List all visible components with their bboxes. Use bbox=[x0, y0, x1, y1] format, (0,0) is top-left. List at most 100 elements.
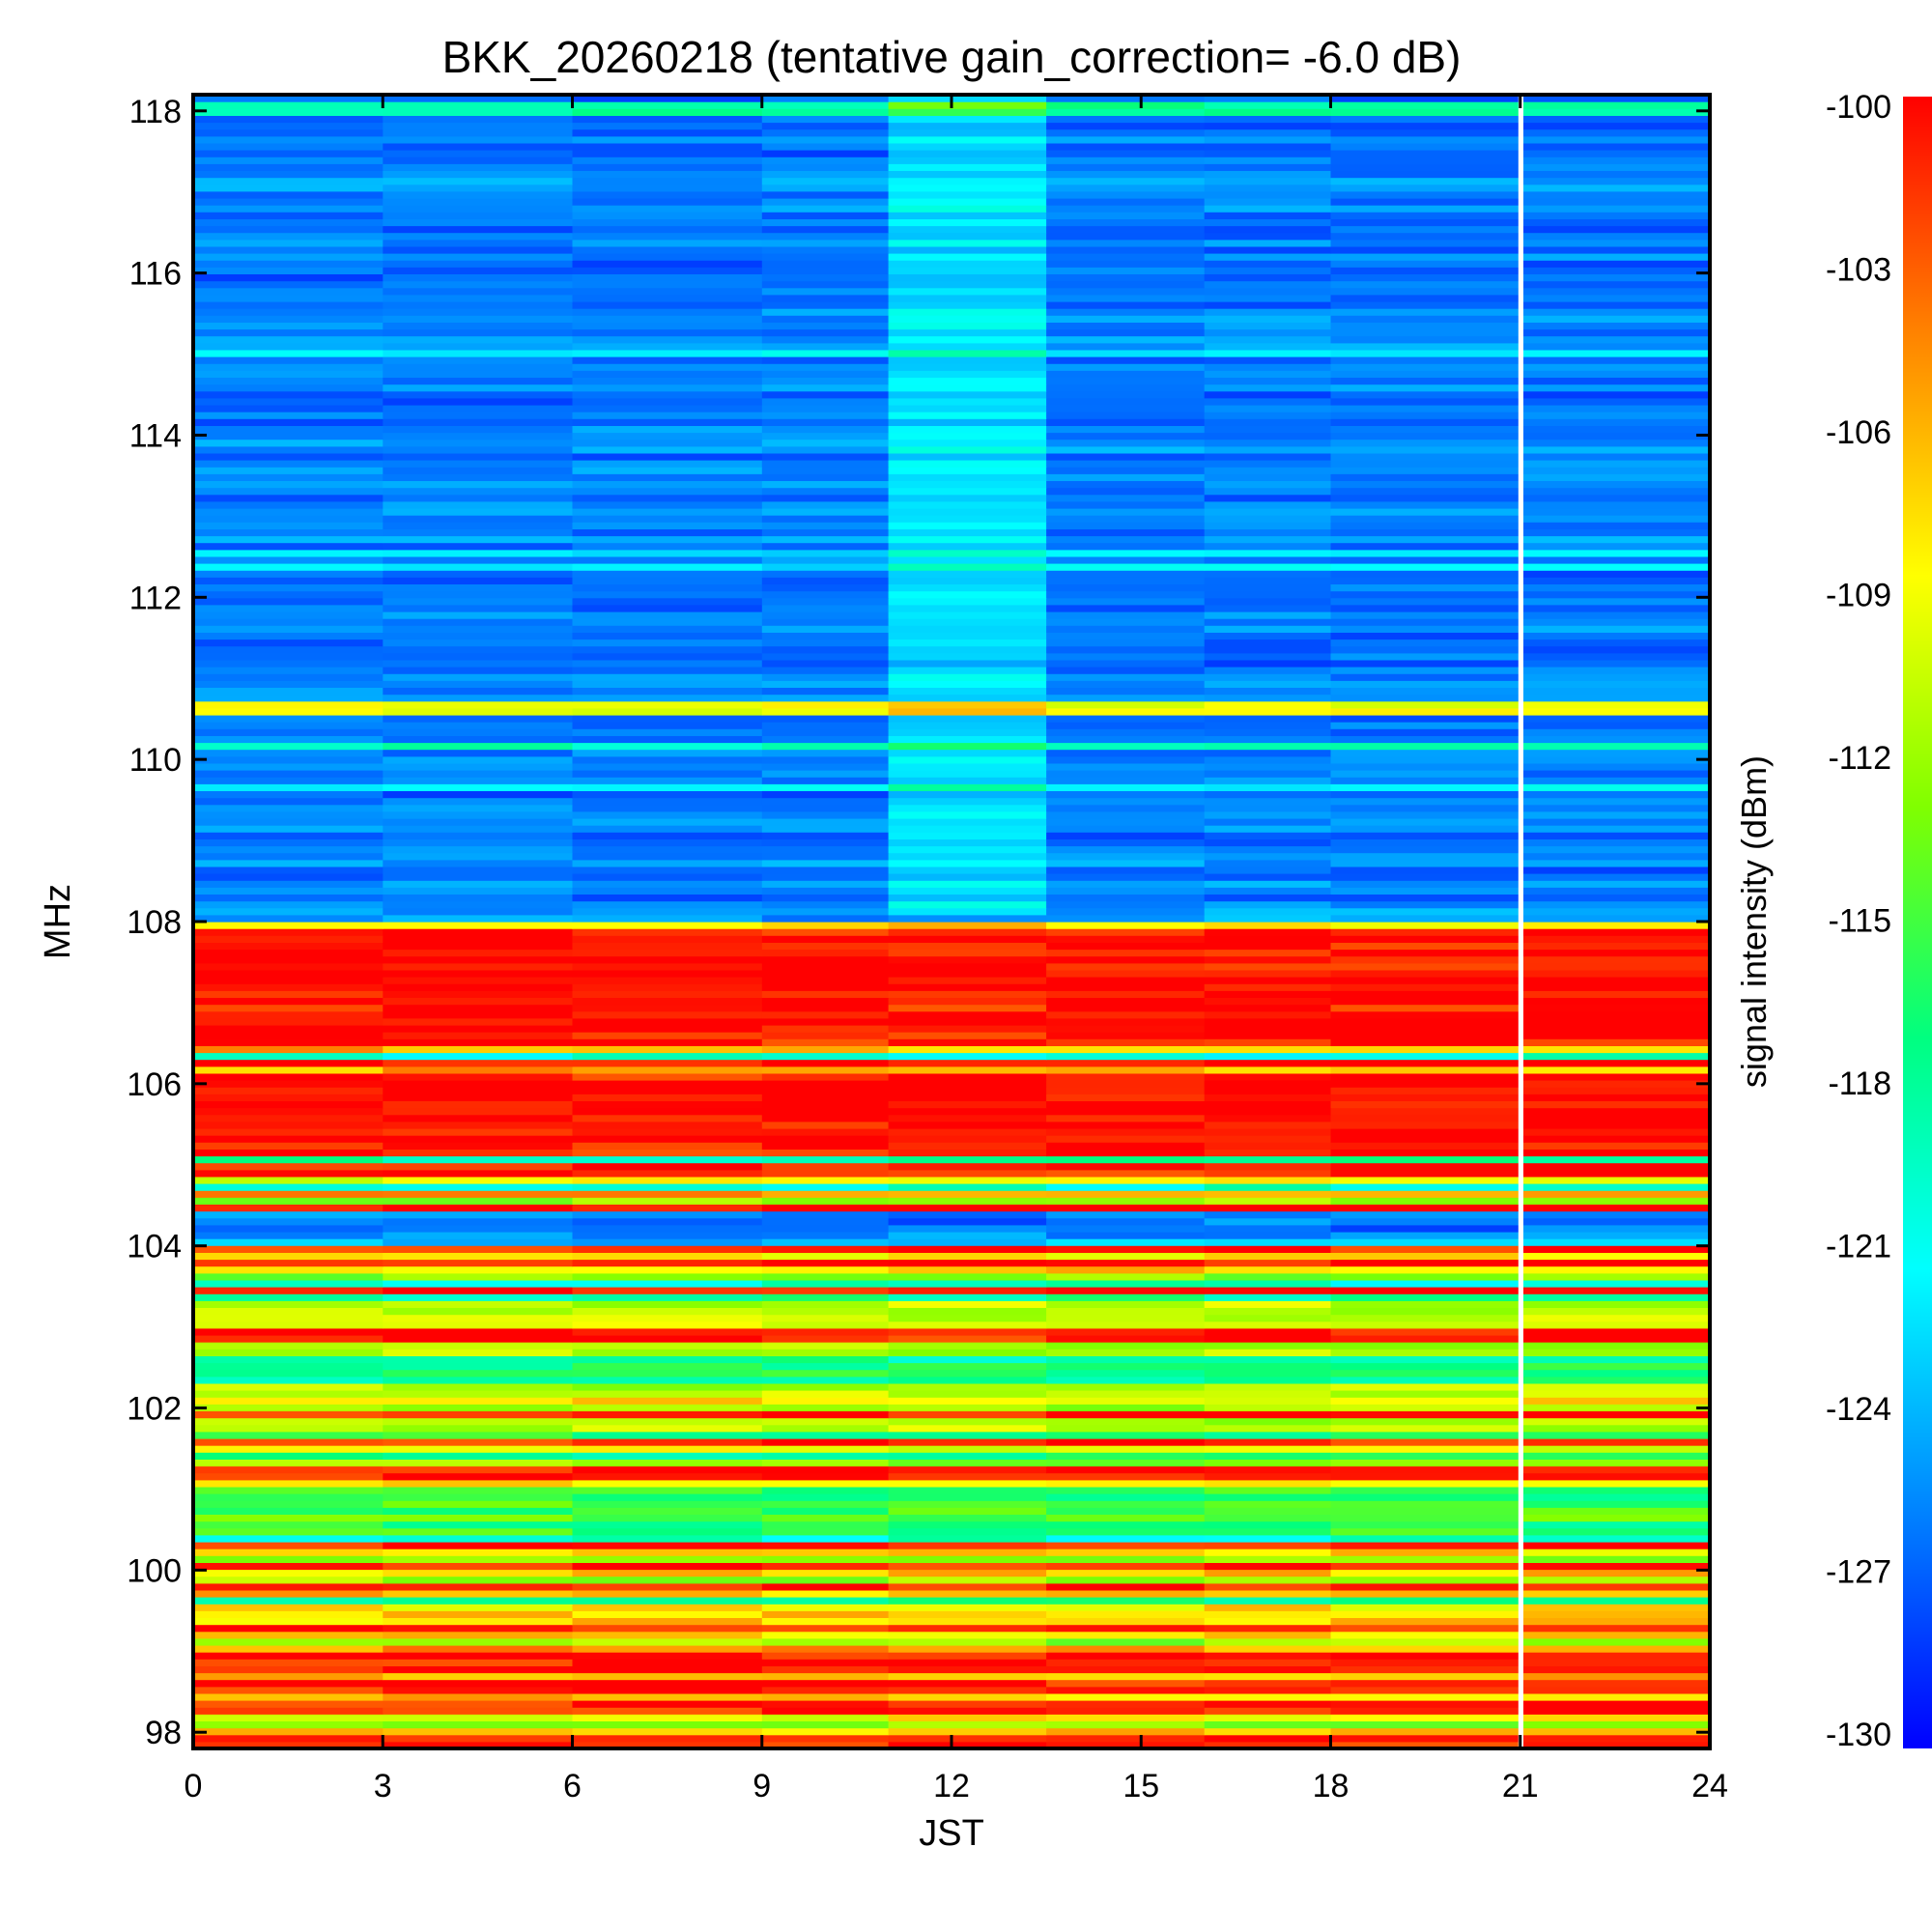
heatmap-cell bbox=[888, 1327, 1047, 1336]
heatmap-cell bbox=[888, 1486, 1047, 1494]
heatmap-cell bbox=[1046, 1582, 1206, 1591]
heatmap-cell bbox=[1046, 335, 1206, 344]
heatmap-cell bbox=[1204, 322, 1332, 330]
heatmap-cell bbox=[1046, 508, 1206, 516]
heatmap-cell bbox=[383, 907, 574, 916]
heatmap-cell bbox=[1046, 1507, 1206, 1515]
heatmap-cell bbox=[761, 1072, 890, 1081]
heatmap-cell bbox=[1330, 1114, 1521, 1122]
heatmap-cell bbox=[888, 577, 1047, 584]
heatmap-cell bbox=[1523, 397, 1710, 406]
heatmap-cell bbox=[572, 1631, 763, 1639]
heatmap-cell bbox=[193, 163, 384, 171]
heatmap-cell bbox=[761, 452, 890, 461]
x-tick-label: 3 bbox=[374, 1768, 392, 1804]
heatmap-cell bbox=[1330, 163, 1521, 171]
x-tick-label: 24 bbox=[1691, 1768, 1728, 1804]
heatmap-cell bbox=[761, 928, 890, 936]
heatmap-cell bbox=[193, 142, 384, 151]
heatmap-cell bbox=[1330, 722, 1521, 729]
heatmap-cell bbox=[193, 1569, 384, 1577]
heatmap-cell bbox=[383, 1500, 574, 1508]
heatmap-cell bbox=[572, 1382, 763, 1391]
heatmap-cell bbox=[572, 700, 763, 709]
heatmap-cell bbox=[761, 1004, 890, 1012]
heatmap-cell bbox=[383, 577, 574, 584]
heatmap-cell bbox=[572, 156, 763, 164]
heatmap-cell bbox=[1523, 1686, 1710, 1694]
heatmap-cell bbox=[761, 1183, 890, 1191]
heatmap-cell bbox=[1330, 652, 1521, 661]
heatmap-cell bbox=[1523, 928, 1710, 936]
heatmap-cell bbox=[383, 707, 574, 716]
heatmap-cell bbox=[383, 1652, 574, 1660]
heatmap-cell bbox=[383, 845, 574, 854]
heatmap-cell bbox=[888, 1397, 1047, 1405]
heatmap-cell bbox=[761, 1059, 890, 1067]
heatmap-cell bbox=[1523, 190, 1710, 199]
heatmap-cell bbox=[383, 1404, 574, 1411]
heatmap-cell bbox=[193, 1604, 384, 1611]
heatmap-cell bbox=[1523, 549, 1710, 557]
heatmap-cell bbox=[761, 894, 890, 902]
heatmap-cell bbox=[888, 280, 1047, 289]
heatmap-cell bbox=[1523, 1672, 1710, 1681]
heatmap-cell bbox=[1204, 177, 1332, 185]
heatmap-cell bbox=[193, 1637, 384, 1646]
heatmap-cell bbox=[193, 239, 384, 247]
heatmap-cell bbox=[193, 866, 384, 874]
heatmap-cell bbox=[1523, 942, 1710, 951]
heatmap-cell bbox=[761, 1265, 890, 1274]
heatmap-cell bbox=[1204, 777, 1332, 784]
y-tick-label: 118 bbox=[129, 94, 182, 130]
heatmap-cell bbox=[1330, 845, 1521, 854]
heatmap-cell bbox=[1330, 873, 1521, 881]
heatmap-cell bbox=[1204, 1410, 1332, 1419]
heatmap-cell bbox=[1330, 1032, 1521, 1039]
heatmap-cell bbox=[1046, 590, 1206, 599]
heatmap-cell bbox=[572, 349, 763, 357]
heatmap-cell bbox=[1204, 1217, 1332, 1226]
heatmap-cell bbox=[383, 1321, 574, 1329]
heatmap-cell bbox=[1523, 977, 1710, 984]
heatmap-cell bbox=[193, 542, 384, 551]
heatmap-cell bbox=[761, 142, 890, 151]
heatmap-cell bbox=[1046, 218, 1206, 227]
heatmap-cell bbox=[1330, 1307, 1521, 1316]
heatmap-cell bbox=[1046, 859, 1206, 867]
heatmap-cell bbox=[193, 1465, 384, 1474]
heatmap-cell bbox=[1046, 969, 1206, 978]
heatmap-cell bbox=[383, 728, 574, 736]
heatmap-cell bbox=[1204, 445, 1332, 454]
heatmap-cell bbox=[193, 170, 384, 179]
heatmap-cell bbox=[572, 1362, 763, 1371]
heatmap-cell bbox=[1523, 1087, 1710, 1094]
heatmap-cell bbox=[1046, 1114, 1206, 1122]
heatmap-cell bbox=[1046, 452, 1206, 461]
heatmap-cell bbox=[761, 990, 890, 998]
heatmap-cell bbox=[888, 418, 1047, 426]
heatmap-cell bbox=[761, 1052, 890, 1061]
heatmap-cell bbox=[1204, 983, 1332, 991]
heatmap-cell bbox=[888, 1287, 1047, 1294]
heatmap-cell bbox=[1204, 1514, 1332, 1522]
heatmap-cell bbox=[1523, 328, 1710, 337]
heatmap-cell bbox=[383, 1045, 574, 1054]
heatmap-cell bbox=[193, 198, 384, 206]
heatmap-cell bbox=[1046, 645, 1206, 654]
heatmap-cell bbox=[761, 742, 890, 751]
heatmap-cell bbox=[761, 1335, 890, 1343]
heatmap-cell bbox=[572, 1520, 763, 1529]
heatmap-cell bbox=[572, 267, 763, 274]
heatmap-cell bbox=[1330, 1589, 1521, 1598]
heatmap-cell bbox=[1204, 618, 1332, 626]
heatmap-cell bbox=[1330, 997, 1521, 1006]
heatmap-cell bbox=[1523, 1355, 1710, 1364]
heatmap-cell bbox=[1330, 1514, 1521, 1522]
heatmap-cell bbox=[383, 218, 574, 227]
heatmap-cell bbox=[1204, 1100, 1332, 1109]
heatmap-cell bbox=[193, 1404, 384, 1411]
heatmap-cell bbox=[888, 715, 1047, 723]
heatmap-cell bbox=[888, 1569, 1047, 1577]
heatmap-cell bbox=[761, 1562, 890, 1571]
